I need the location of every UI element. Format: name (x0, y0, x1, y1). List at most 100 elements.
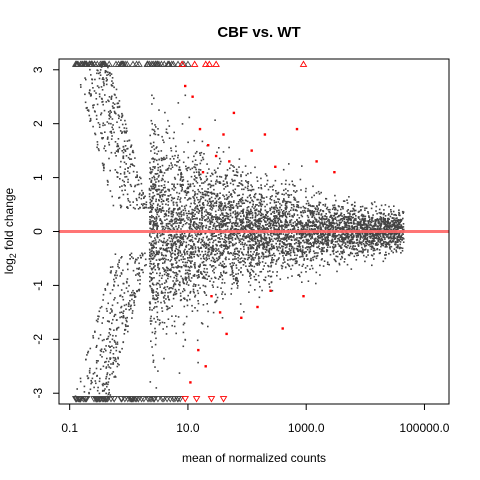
data-point (366, 243, 369, 245)
data-point (159, 194, 161, 197)
data-point (198, 237, 201, 240)
data-point (191, 211, 193, 214)
data-point (390, 236, 392, 239)
data-point (97, 318, 99, 320)
data-point (254, 215, 257, 217)
data-point (308, 251, 311, 254)
data-point (398, 221, 400, 224)
data-point (167, 296, 169, 299)
data-point (229, 233, 231, 236)
data-point (179, 234, 182, 236)
data-point (374, 249, 376, 252)
data-point (362, 221, 365, 224)
data-point (106, 74, 108, 76)
data-point (253, 195, 255, 198)
data-point (148, 248, 151, 251)
data-point (348, 222, 350, 224)
data-point (265, 224, 267, 226)
data-point (345, 218, 348, 221)
data-point (238, 166, 240, 168)
data-point (162, 262, 164, 264)
data-point (235, 253, 238, 255)
data-point (393, 235, 396, 237)
data-point (89, 367, 91, 370)
data-point (325, 221, 328, 223)
data-point (227, 246, 230, 249)
data-point (191, 304, 193, 307)
data-point (196, 274, 198, 277)
data-point (217, 240, 220, 243)
data-point (248, 237, 251, 239)
data-point (134, 185, 136, 188)
data-point (150, 228, 153, 230)
data-point (83, 391, 86, 393)
data-point (108, 64, 111, 67)
data-point (211, 207, 214, 209)
data-point (389, 221, 392, 224)
data-point (191, 252, 193, 254)
data-point (88, 370, 91, 372)
data-point (312, 241, 314, 244)
data-point (97, 337, 100, 340)
data-point (351, 225, 353, 227)
data-point (153, 217, 156, 219)
data-point (107, 73, 110, 76)
data-point (182, 261, 184, 263)
data-point (340, 245, 342, 247)
data-point (290, 251, 292, 254)
data-point (256, 249, 258, 251)
data-point (202, 257, 205, 260)
data-point (127, 290, 129, 293)
data-point (260, 184, 262, 186)
data-point (283, 252, 285, 255)
data-point (110, 270, 112, 272)
data-point (361, 227, 364, 229)
data-point (210, 217, 213, 219)
data-point (127, 147, 129, 150)
data-point (354, 205, 356, 207)
data-point (208, 257, 210, 260)
data-point (230, 235, 232, 237)
data-point (276, 215, 278, 217)
data-point (99, 368, 102, 370)
data-point (265, 174, 268, 177)
data-point (160, 252, 163, 254)
data-point (165, 298, 167, 300)
data-point (380, 204, 383, 207)
data-point (130, 158, 133, 160)
data-point (199, 247, 202, 249)
data-point (362, 250, 364, 253)
data-point (133, 304, 136, 306)
data-point (248, 227, 251, 230)
data-point (360, 224, 362, 227)
data-point (384, 218, 387, 220)
data-point (324, 203, 327, 206)
data-point (107, 66, 109, 69)
data-point (339, 234, 342, 237)
data-point (292, 250, 295, 252)
data-point (195, 171, 198, 173)
data-point (288, 183, 291, 186)
data-point (303, 225, 306, 228)
data-point (243, 202, 246, 204)
data-point (351, 217, 354, 219)
data-point (171, 215, 174, 218)
data-point (312, 250, 315, 252)
data-point (206, 212, 209, 214)
data-point (107, 335, 110, 338)
data-point (295, 239, 298, 241)
data-point (96, 146, 98, 149)
data-point (343, 233, 346, 236)
data-point (321, 239, 324, 241)
data-point (332, 224, 334, 227)
data-point (228, 258, 230, 260)
data-point (361, 213, 363, 216)
data-point (209, 220, 211, 222)
data-point (359, 226, 362, 228)
data-point (124, 119, 126, 122)
data-point (306, 223, 308, 225)
data-point (101, 322, 103, 324)
data-point (263, 279, 265, 281)
data-point (149, 308, 151, 311)
data-point (168, 220, 171, 223)
